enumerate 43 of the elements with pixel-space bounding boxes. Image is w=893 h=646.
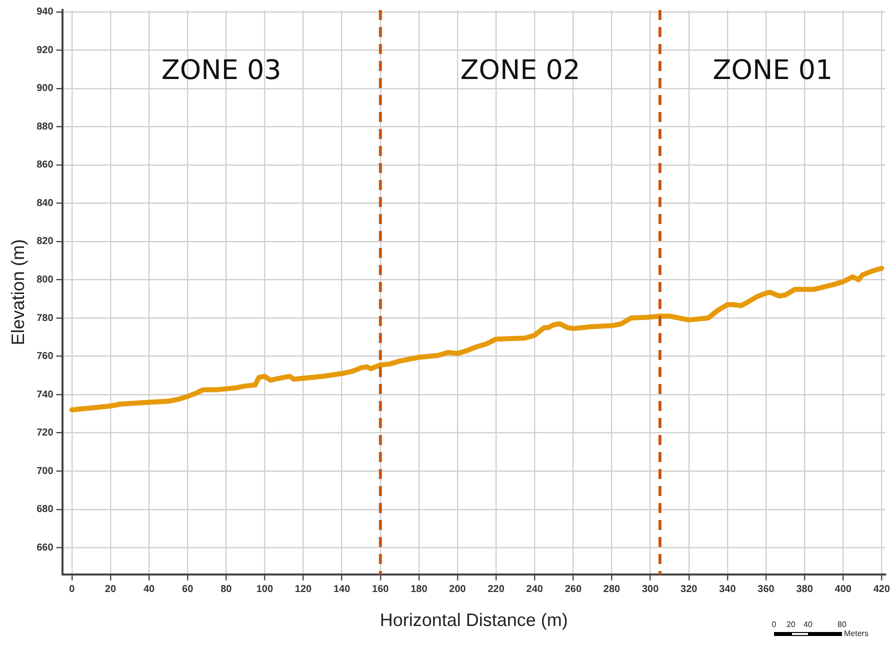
x-tick-label: 340 (719, 584, 736, 596)
y-tick-label: 920 (36, 44, 54, 56)
x-tick-label: 80 (220, 584, 232, 596)
x-tick-label: 140 (333, 584, 351, 596)
x-tick-label: 420 (873, 584, 890, 596)
y-tick-label: 720 (36, 428, 54, 439)
y-tick-label: 760 (36, 351, 54, 362)
x-tick-label: 100 (256, 584, 274, 596)
y-tick-label: 880 (36, 121, 54, 132)
annotation: ZONE 01 (712, 55, 833, 86)
x-tick-label: 40 (143, 584, 156, 596)
y-tick-label: 940 (36, 6, 54, 18)
y-tick-label: 860 (36, 160, 54, 171)
annotation: ZONE 02 (460, 55, 580, 86)
scale-bar: 0 20 40 80 Meters (770, 620, 893, 642)
x-tick-label: 200 (449, 584, 466, 596)
y-tick-label: 840 (36, 198, 54, 209)
x-tick-label: 220 (488, 584, 505, 596)
x-tick-label: 320 (680, 584, 698, 596)
x-tick-label: 360 (758, 584, 775, 596)
x-tick-label: 300 (642, 584, 660, 596)
x-tick-label: 180 (410, 584, 428, 596)
x-tick-label: 0 (69, 584, 76, 596)
y-tick-label: 800 (36, 274, 54, 286)
y-axis-title: Elevation (m) (8, 239, 28, 346)
y-tick-label: 700 (36, 466, 54, 477)
y-tick-label: 660 (36, 542, 54, 554)
x-axis-title: Horizontal Distance (m) (380, 610, 568, 630)
x-tick-label: 240 (526, 584, 544, 596)
x-tick-label: 400 (834, 584, 852, 596)
y-tick-label: 740 (36, 389, 54, 400)
x-tick-label: 380 (796, 584, 814, 596)
y-tick-label: 900 (36, 83, 54, 94)
y-tick-label: 780 (36, 312, 54, 324)
x-tick-label: 280 (603, 584, 621, 596)
x-tick-label: 160 (372, 584, 390, 596)
y-tick-label: 680 (36, 504, 54, 516)
x-tick-label: 20 (104, 584, 116, 596)
x-tick-label: 120 (294, 584, 312, 596)
x-tick-label: 260 (564, 584, 582, 596)
y-tick-label: 820 (36, 236, 54, 248)
x-tick-label: 60 (182, 584, 194, 596)
annotation: ZONE 03 (161, 55, 282, 86)
